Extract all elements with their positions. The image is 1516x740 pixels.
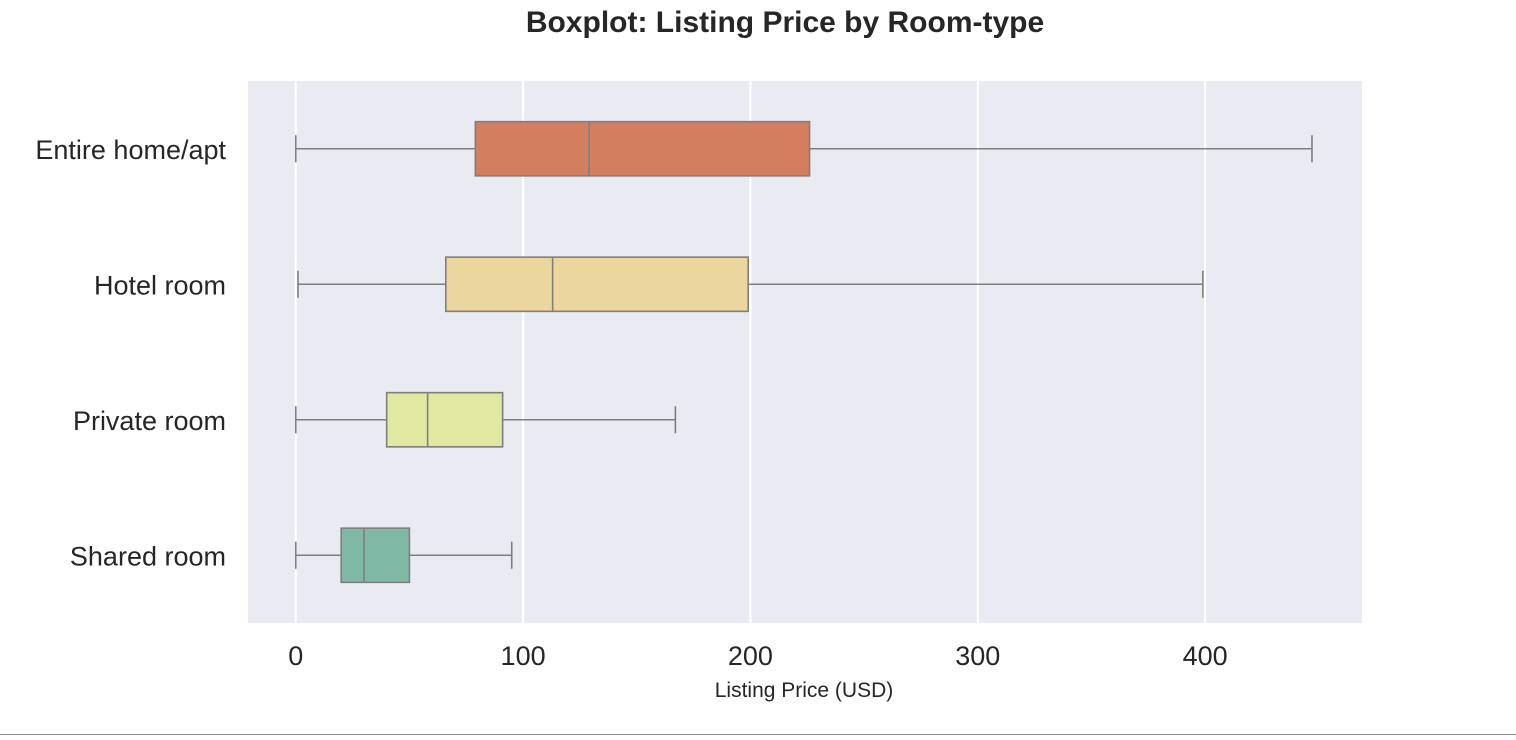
x-tick-label-0: 0 [288, 641, 303, 671]
x-tick-labels: 0 100 200 300 400 [288, 641, 1227, 671]
box-private-room [294, 391, 677, 448]
category-labels: Entire home/apt Hotel room Private room Sha… [35, 135, 226, 572]
x-tick-label-300: 300 [955, 641, 1000, 671]
boxes [294, 120, 1313, 584]
category-label-shared-room: Shared room [70, 541, 226, 571]
iqr-box-entire-home-apt [474, 120, 811, 177]
box-shared-room [294, 527, 513, 584]
category-label-hotel-room: Hotel room [94, 270, 226, 300]
bottom-divider [0, 734, 1516, 735]
box-hotel-room [297, 256, 1204, 313]
chart-title: Boxplot: Listing Price by Room-type [526, 6, 1044, 39]
x-tick-label-200: 200 [728, 641, 773, 671]
category-label-entire-home-apt: Entire home/apt [35, 135, 226, 165]
x-axis-label: Listing Price (USD) [715, 679, 894, 702]
x-tick-label-400: 400 [1183, 641, 1228, 671]
box-entire-home-apt [294, 120, 1313, 177]
category-label-private-room: Private room [73, 406, 226, 436]
x-tick-label-100: 100 [501, 641, 546, 671]
iqr-box-shared-room [340, 527, 411, 584]
iqr-box-private-room [385, 391, 504, 448]
iqr-box-hotel-room [444, 256, 749, 313]
